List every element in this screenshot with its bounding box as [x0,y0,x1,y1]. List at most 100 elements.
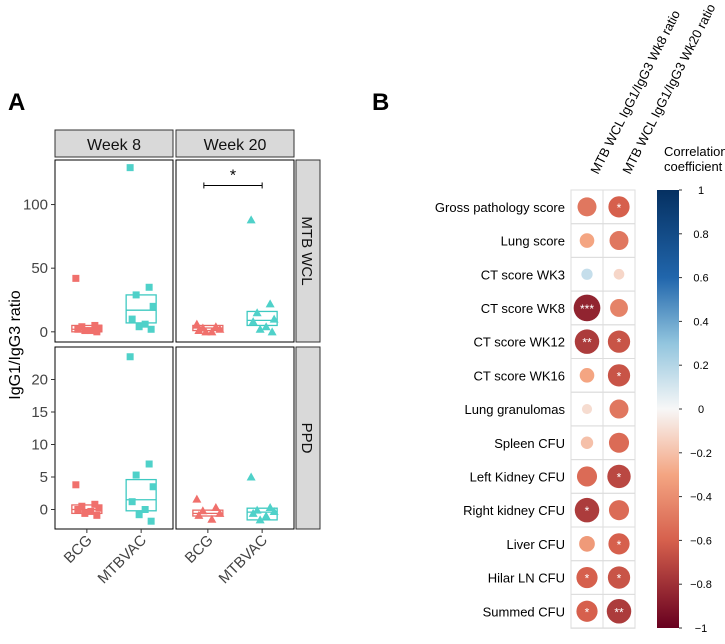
data-point [255,324,265,333]
facet-wk8-wcl: 0 50 100 [23,164,157,341]
data-point [252,505,262,514]
heatmap-row-label: Summed CFU [483,604,565,619]
heatmap-circle [574,497,600,523]
data-point [87,507,95,515]
heatmap-circle [607,364,631,387]
legend-tick-label: 0.2 [693,360,708,372]
data-point [207,327,217,336]
legend-tick-label: −0.6 [690,535,712,547]
heatmap-row-label: CT score WK3 [481,267,565,282]
heatmap-row-label: Spleen CFU [494,436,565,451]
heatmap-circle [606,599,632,624]
facet-wk20-wcl: * [192,167,279,336]
data-point [145,283,153,291]
data-point [149,302,157,310]
heatmap-circle [581,403,593,415]
y-tick-label: 50 [31,260,48,277]
data-point [141,506,149,513]
heatmap-circle [579,368,595,383]
data-point [246,215,256,224]
significance-marker: * [617,201,622,215]
data-point [126,353,134,361]
legend-tick-label: 0 [698,404,704,416]
data-point [192,494,202,503]
significance-marker: ** [614,605,624,619]
y-tick-label: 100 [23,197,48,214]
heatmap-row-label: Hilar LN CFU [488,571,565,586]
data-point [246,472,256,481]
data-point [91,500,99,508]
data-point [248,508,258,517]
data-point [248,317,258,326]
plot-frame-wk8-wcl [54,159,174,343]
panel-a-letter: A [8,89,25,116]
plot-frame-wk8-ppd [54,346,174,530]
strip-week8 [54,129,174,158]
heatmap-circle [607,330,631,353]
heatmap-cell [602,593,636,629]
legend-title-line2: coefficient [664,159,723,174]
legend-colorbar [657,190,679,628]
heatmap-circle [579,536,595,552]
significance-marker: * [617,470,622,484]
significance-marker: * [585,504,590,518]
heatmap-row-label: CT score WK16 [473,368,565,383]
significance-marker: * [617,538,622,552]
legend-tick-label: −0.2 [690,448,712,460]
legend-title-line1: Correlation [664,144,725,159]
y-axis-label: IgG1/IgG3 ratio [7,290,24,399]
heatmap-circle [607,464,631,489]
data-point [72,481,80,489]
data-point [215,324,225,333]
heatmap-row-label: Lung score [501,234,565,249]
data-point [201,327,211,336]
y-tick-label: 5 [40,469,48,486]
significance-marker: * [585,572,590,586]
legend-tick-label: −0.8 [690,579,712,591]
data-point [95,504,103,512]
data-point [132,291,140,299]
legend-tick-label: 0.8 [693,229,708,241]
data-point [81,509,89,517]
data-point [87,327,95,335]
heatmap: Gross pathology score * Lung score CT score… [435,189,636,629]
color-legend: Correlation coefficient 1 0.8 0.6 0.4 0.2 0 −0… [657,144,725,635]
data-point [126,164,134,172]
heatmap-circle [609,399,629,419]
data-point [128,315,136,323]
data-point [72,274,80,282]
data-point [91,321,99,329]
heatmap-circle [607,566,631,589]
data-point [141,320,149,328]
legend-ticks: 1 0.8 0.6 0.4 0.2 0 −0.2 −0.4 −0.6 −0.8 −1 [679,185,712,635]
facet-strips: Week 8 Week 20 MTB WCL PPD [54,129,321,530]
data-point [207,514,217,523]
data-point [147,517,155,525]
significance-marker: *** [580,302,594,316]
heatmap-row-label: Liver CFU [506,537,565,552]
data-point [135,511,143,519]
significance-marker: * [617,369,622,383]
strip-week8-label: Week 8 [87,137,141,154]
significance-marker: ** [582,336,592,350]
heatmap-circle [576,466,598,487]
legend-tick-label: −0.4 [690,492,712,504]
heatmap-circle [580,436,594,449]
data-point [252,308,262,317]
heatmap-circle [609,231,629,251]
significance-label: * [230,167,236,184]
y-tick-label: 10 [31,437,48,454]
significance-marker: * [585,605,590,619]
data-point [95,324,103,332]
data-point [194,510,204,519]
heatmap-circle [576,600,598,622]
legend-tick-label: 0.6 [693,273,708,285]
heatmap-row-label: CT score WK8 [481,301,565,316]
data-point [145,460,153,468]
strip-mtbwcl-label: MTB WCL [298,216,315,285]
heatmap-row-label: Lung granulomas [465,402,566,417]
heatmap-row-label: CT score WK12 [473,335,565,350]
data-point [198,506,208,515]
